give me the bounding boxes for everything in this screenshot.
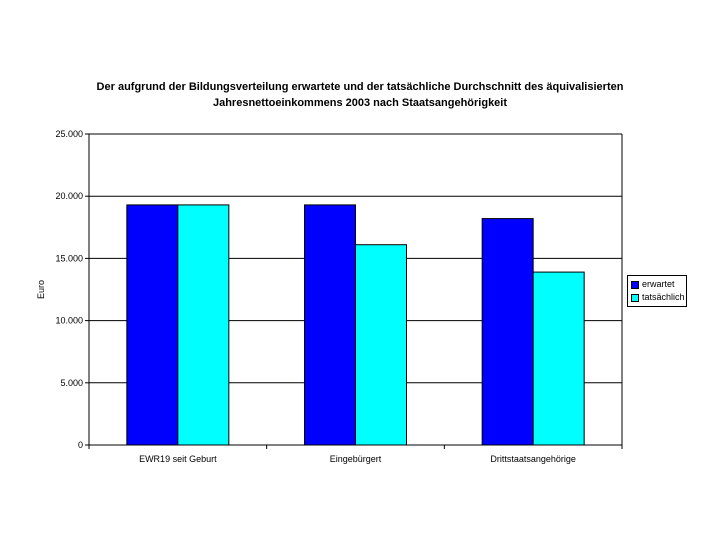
bar-tatsächlich-1 xyxy=(355,244,407,446)
bars xyxy=(126,204,585,446)
y-tick-label: 15.000 xyxy=(55,253,83,263)
x-tick-labels: EWR19 seit Geburt Eingebürgert Drittstaats… xyxy=(139,454,576,464)
legend-item-erwartet: erwartet xyxy=(631,278,683,291)
legend-label-tatsaechlich: tatsächlich xyxy=(642,292,685,302)
chart-title-line-2: Jahresnettoeinkommens 2003 nach Staatsan… xyxy=(212,97,508,109)
y-axis-label: Euro xyxy=(36,280,46,299)
bar-tatsächlich-2 xyxy=(532,271,585,446)
bar-erwartet-0 xyxy=(126,204,179,446)
legend-swatch-tatsaechlich xyxy=(631,293,639,302)
axes xyxy=(85,133,623,449)
legend-label-erwartet: erwartet xyxy=(642,279,675,289)
x-tick-label: Drittstaatsangehörige xyxy=(490,454,576,464)
legend-item-tatsaechlich: tatsächlich xyxy=(631,291,685,304)
bar-erwartet-2 xyxy=(481,218,534,446)
legend: erwartet tatsächlich xyxy=(627,275,687,307)
x-tick-label: Eingebürgert xyxy=(330,454,382,464)
y-tick-label: 10.000 xyxy=(55,316,83,326)
y-tick-label: 20.000 xyxy=(55,191,83,201)
y-tick-labels: 0 5.000 10.000 15.000 20.000 25.000 xyxy=(55,129,83,450)
x-tick-label: EWR19 seit Geburt xyxy=(139,454,217,464)
y-tick-label: 25.000 xyxy=(55,129,83,139)
y-tick-label: 5.000 xyxy=(60,378,83,388)
chart-title: Der aufgrund der Bildungsverteilung erwa… xyxy=(60,79,660,111)
bar-erwartet-1 xyxy=(304,204,356,446)
legend-swatch-erwartet xyxy=(631,280,639,289)
y-tick-label: 0 xyxy=(78,440,83,450)
bar-tatsächlich-0 xyxy=(177,204,230,446)
chart-title-line-1: Der aufgrund der Bildungsverteilung erwa… xyxy=(96,81,624,93)
